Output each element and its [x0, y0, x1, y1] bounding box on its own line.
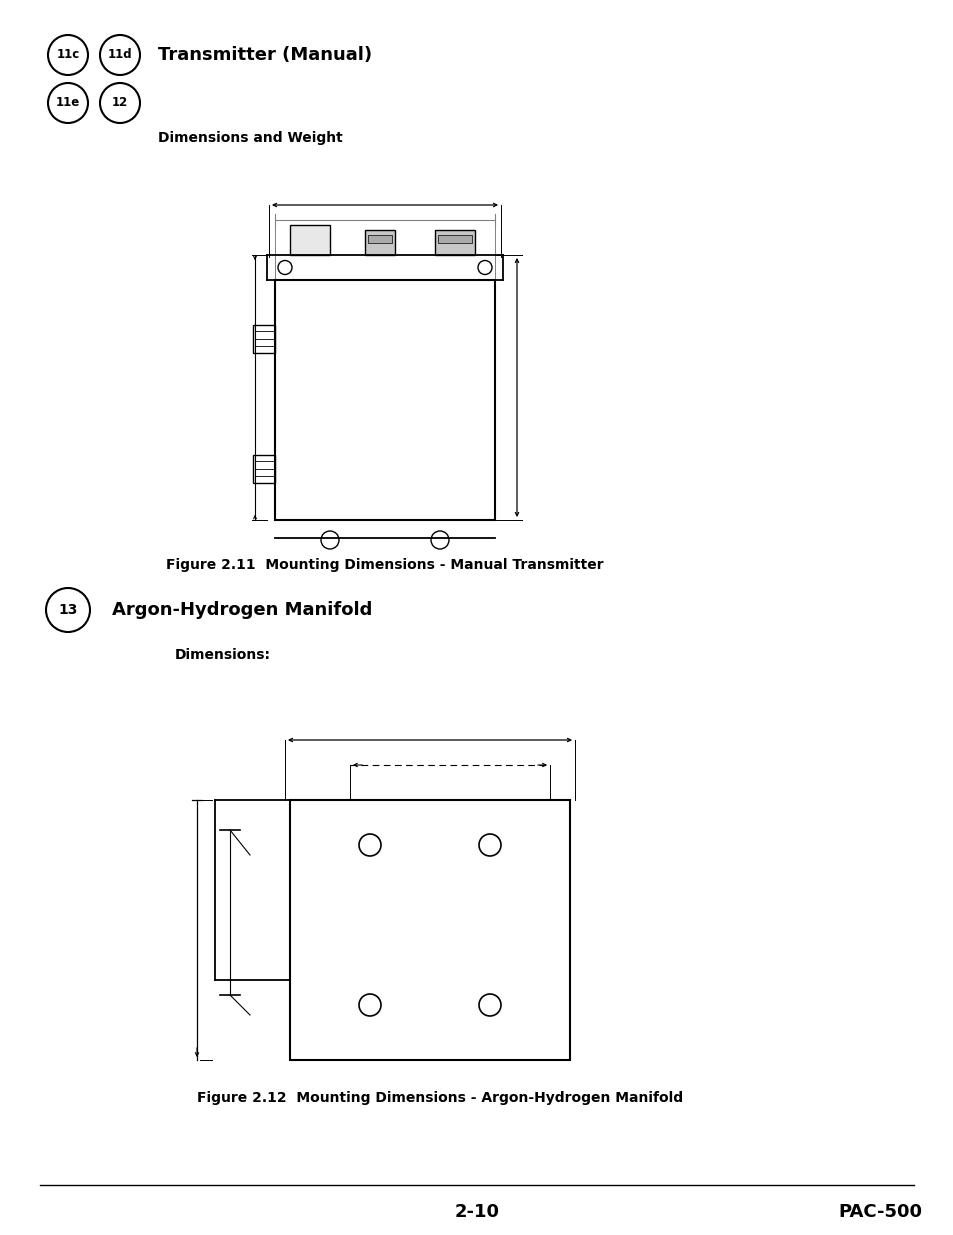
Text: 2-10: 2-10 [454, 1203, 499, 1221]
Text: Figure 2.12  Mounting Dimensions - Argon-Hydrogen Manifold: Figure 2.12 Mounting Dimensions - Argon-… [196, 1091, 682, 1105]
Text: 11e: 11e [56, 96, 80, 110]
Bar [253, 325, 274, 353]
Text: PAC-500: PAC-500 [837, 1203, 921, 1221]
Text: Transmitter (Manual): Transmitter (Manual) [158, 46, 372, 64]
Bar [365, 230, 395, 254]
Text: Figure 2.11  Mounting Dimensions - Manual Transmitter: Figure 2.11 Mounting Dimensions - Manual… [166, 558, 603, 572]
Bar [368, 235, 392, 243]
Bar [274, 280, 495, 520]
Text: 11d: 11d [108, 48, 132, 62]
Bar [290, 225, 330, 254]
Bar [290, 800, 569, 1060]
Text: Argon-Hydrogen Manifold: Argon-Hydrogen Manifold [112, 601, 372, 619]
Bar [253, 454, 274, 483]
Text: 12: 12 [112, 96, 128, 110]
Text: Dimensions and Weight: Dimensions and Weight [158, 131, 342, 144]
Bar [437, 235, 472, 243]
Text: 11c: 11c [56, 48, 79, 62]
Bar [435, 230, 475, 254]
Text: Dimensions:: Dimensions: [174, 648, 271, 662]
Text: 13: 13 [58, 603, 77, 618]
